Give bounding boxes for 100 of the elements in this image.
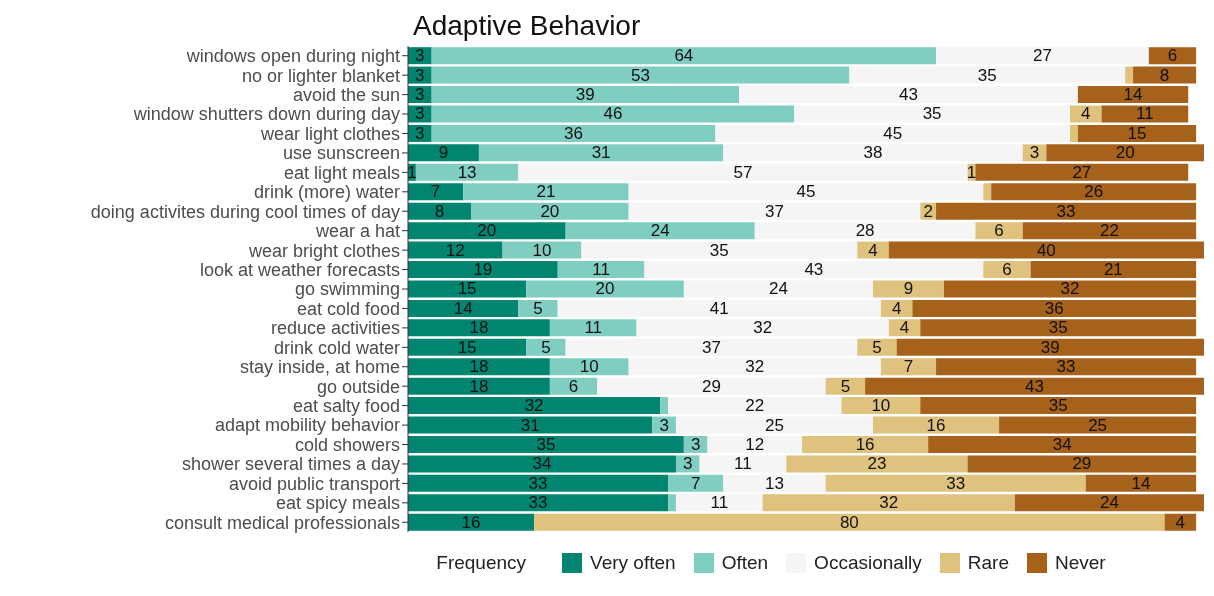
data-label: 16: [855, 434, 875, 454]
bar: [991, 183, 1197, 201]
bar: [518, 299, 558, 317]
data-label: 25: [1088, 415, 1108, 435]
data-label: 32: [745, 357, 765, 377]
data-label: 22: [745, 396, 765, 416]
legend-title: Frequency: [436, 552, 527, 574]
data-label: 22: [1099, 221, 1119, 241]
y-tick-label: drink (more) water: [253, 182, 400, 203]
y-tick-label: wear light clothes: [259, 123, 400, 144]
data-label: 35: [977, 65, 997, 85]
y-tick-label: eat spicy meals: [275, 493, 400, 514]
bar: [408, 455, 676, 473]
data-label: 40: [1036, 240, 1056, 260]
bar: [534, 513, 1165, 531]
y-tick-label: window shutters down during day: [132, 104, 400, 125]
data-label: 6: [1002, 260, 1012, 280]
data-label: 13: [765, 473, 784, 493]
data-label: 24: [650, 221, 670, 241]
bar: [1022, 222, 1197, 240]
data-label: 18: [469, 376, 489, 396]
data-label: 35: [1048, 396, 1068, 416]
data-label: 34: [532, 454, 552, 474]
data-label: 4: [1175, 512, 1186, 532]
data-label: 7: [690, 473, 701, 493]
data-label: 13: [457, 162, 477, 182]
data-label: 27: [1072, 162, 1092, 182]
bar: [675, 494, 763, 512]
bar: [943, 280, 1197, 298]
bar: [526, 338, 566, 356]
data-label: 46: [603, 104, 623, 124]
bar: [660, 397, 669, 415]
bar: [408, 397, 661, 415]
data-label: 8: [434, 201, 445, 221]
bar: [549, 377, 598, 395]
y-tick-label: doing activites during cool times of day: [90, 201, 400, 222]
bar: [888, 241, 1204, 259]
data-label: 10: [871, 396, 891, 416]
bar: [549, 358, 629, 376]
data-label: 19: [473, 260, 493, 280]
data-label: 12: [745, 434, 765, 454]
data-label: 36: [564, 123, 583, 143]
bar: [1030, 261, 1197, 279]
data-label: 11: [710, 493, 729, 513]
bar: [408, 319, 550, 337]
data-label: 14: [1131, 473, 1151, 493]
data-label: 3: [415, 85, 425, 105]
bar: [825, 474, 1086, 492]
data-label: 53: [631, 65, 650, 85]
data-label: 7: [903, 357, 914, 377]
data-label: 4: [899, 318, 910, 338]
data-label: 36: [1044, 298, 1064, 318]
bar: [408, 377, 550, 395]
data-label: 3: [683, 454, 693, 474]
data-label: 25: [765, 415, 784, 435]
data-label: 6: [568, 376, 579, 396]
data-label: 35: [709, 240, 729, 260]
data-label: 20: [540, 201, 560, 221]
data-label: 37: [765, 201, 784, 221]
data-label: 11: [734, 454, 752, 474]
y-tick-label: go outside: [316, 376, 400, 397]
y-tick-label: adapt mobility behavior: [214, 415, 400, 436]
data-label: 1: [407, 162, 417, 182]
bar: [936, 202, 1197, 220]
bar: [1085, 474, 1197, 492]
bar: [408, 241, 503, 259]
data-label: 5: [541, 337, 551, 357]
data-label: 21: [536, 182, 556, 202]
data-label: 34: [1052, 434, 1072, 454]
data-label: 31: [591, 143, 611, 163]
bar: [1133, 66, 1197, 84]
data-label: 27: [1032, 46, 1052, 66]
data-label: 1: [966, 162, 977, 182]
data-label: 32: [524, 396, 544, 416]
y-tick-label: use sunscreen: [282, 143, 400, 164]
bar: [408, 202, 472, 220]
bar: [408, 494, 669, 512]
bar: [975, 222, 1023, 240]
bar: [936, 358, 1197, 376]
data-label: 14: [453, 298, 473, 318]
legend-label: Never: [1055, 552, 1106, 574]
y-tick-label: windows open during night: [185, 46, 400, 67]
data-label: 33: [1056, 201, 1076, 221]
y-tick-label: eat salty food: [292, 396, 400, 417]
data-label: 4: [891, 298, 902, 318]
bar: [408, 358, 550, 376]
bar: [920, 397, 1197, 415]
bar: [1070, 124, 1078, 142]
data-label: 3: [1029, 143, 1040, 163]
data-label: 4: [1081, 104, 1091, 124]
data-label: 5: [533, 298, 543, 318]
data-label: 33: [1056, 357, 1076, 377]
data-label: 31: [520, 415, 540, 435]
data-label: 35: [536, 434, 556, 454]
bar: [668, 494, 676, 512]
data-label: 21: [1103, 260, 1123, 280]
bar: [1077, 86, 1189, 104]
data-label: 11: [584, 318, 603, 338]
data-label: 15: [457, 279, 477, 299]
bar: [880, 358, 937, 376]
